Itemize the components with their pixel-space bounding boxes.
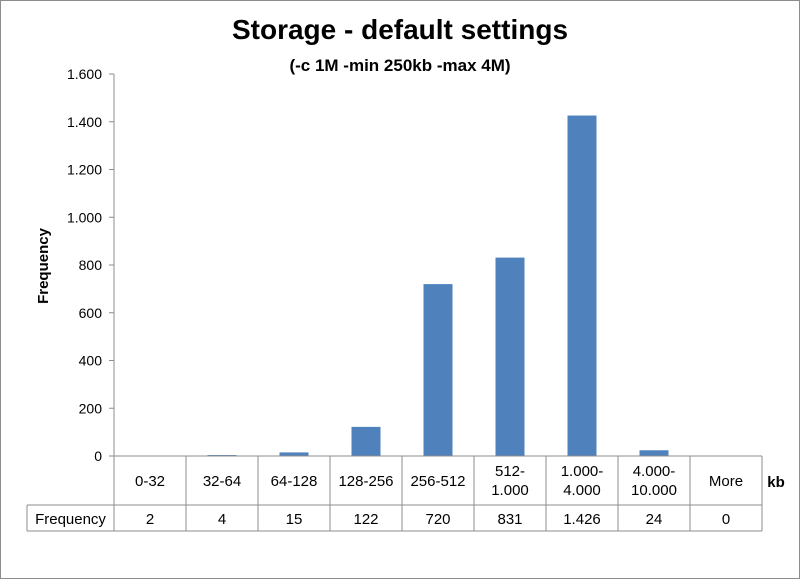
category-label: 1.000-4.000 xyxy=(561,463,604,499)
category-label: 256-512 xyxy=(410,473,465,490)
bar xyxy=(279,452,309,456)
y-tick-label: 600 xyxy=(79,305,103,321)
table-value: 2 xyxy=(146,511,154,528)
bar xyxy=(351,426,381,456)
bar xyxy=(567,115,597,456)
bar xyxy=(639,450,669,456)
bar xyxy=(423,284,453,456)
table-row-label: Frequency xyxy=(35,511,106,528)
y-tick-label: 1.200 xyxy=(67,162,102,178)
y-tick-label: 200 xyxy=(79,400,103,416)
chart-subtitle: (-c 1M -min 250kb -max 4M) xyxy=(289,56,511,75)
category-label: 128-256 xyxy=(338,473,393,490)
table-value: 122 xyxy=(353,511,378,528)
y-tick-label: 1.600 xyxy=(67,66,102,82)
bars xyxy=(135,115,669,456)
category-label: 32-64 xyxy=(203,473,241,490)
category-label: 4.000-10.000 xyxy=(631,463,677,499)
category-label: 0-32 xyxy=(135,473,165,490)
x-axis-title: kb xyxy=(767,474,785,491)
y-axis: 0 200 400 600 800 1.000 1.200 1.400 1.600 xyxy=(67,66,115,464)
table-value: 4 xyxy=(218,511,226,528)
table-value: 1.426 xyxy=(563,511,601,528)
category-label: More xyxy=(709,473,743,490)
table-value: 0 xyxy=(722,511,730,528)
table-value: 720 xyxy=(425,511,450,528)
y-tick-label: 400 xyxy=(79,353,103,369)
category-label: 64-128 xyxy=(271,473,318,490)
y-tick-label: 1.400 xyxy=(67,114,102,130)
table-value: 24 xyxy=(646,511,663,528)
category-label: 512-1.000 xyxy=(491,463,529,499)
y-axis-title: Frequency xyxy=(35,227,52,304)
data-table: 0-32 32-64 64-128 128-256 256-512 512-1.000 1.… xyxy=(26,455,763,532)
bar xyxy=(495,257,525,456)
table-value: 831 xyxy=(497,511,522,528)
y-tick-label: 800 xyxy=(79,257,103,273)
y-tick-label: 1.000 xyxy=(67,209,102,225)
y-tick-label: 0 xyxy=(94,448,102,464)
table-value: 15 xyxy=(286,511,303,528)
chart-title: Storage - default settings xyxy=(231,14,569,45)
